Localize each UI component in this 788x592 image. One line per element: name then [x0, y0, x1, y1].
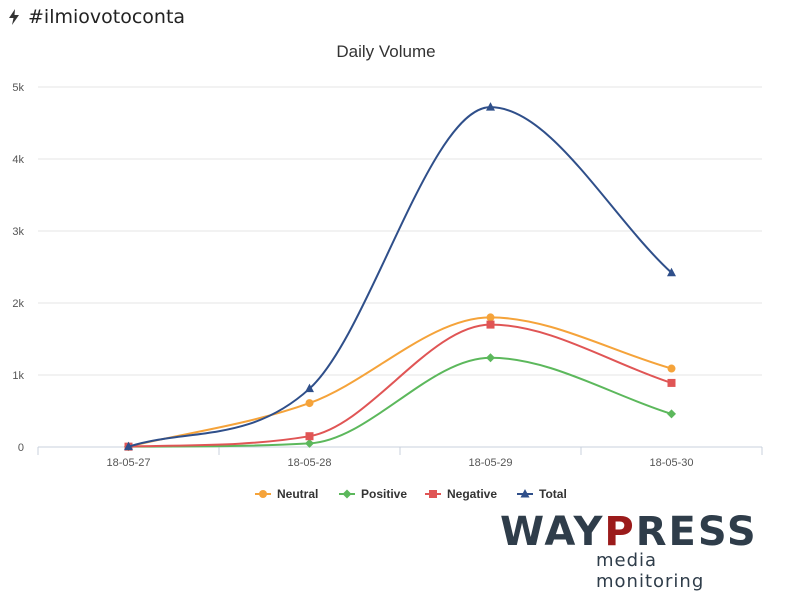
legend-item-neutral: Neutral	[255, 487, 318, 501]
y-tick-label: 1k	[12, 370, 24, 382]
data-point-positive	[667, 409, 676, 419]
legend-marker-neutral	[259, 490, 267, 498]
y-tick-label: 0	[18, 442, 24, 454]
data-point-negative	[305, 432, 314, 441]
data-point-total	[667, 267, 676, 277]
data-point-neutral	[667, 364, 676, 373]
logo-wordmark: WAYPRESS	[500, 509, 758, 555]
legend-label-negative: Negative	[447, 487, 497, 501]
data-point-total	[124, 441, 133, 451]
legend-label-positive: Positive	[361, 487, 407, 501]
data-point-negative	[486, 320, 495, 329]
series-positive	[124, 353, 676, 452]
series-total	[124, 102, 676, 451]
legend-item-total: Total	[517, 487, 567, 501]
y-tick-label: 4k	[12, 154, 24, 166]
waypress-logo: WAYPRESS media monitoring	[500, 509, 760, 592]
data-point-total	[305, 383, 314, 393]
x-tick-label: 18-05-30	[649, 457, 693, 469]
legend-marker-positive	[342, 489, 352, 499]
data-point-positive	[305, 438, 314, 448]
x-tick-label: 18-05-29	[468, 457, 512, 469]
x-tick-label: 18-05-28	[287, 457, 331, 469]
data-point-positive	[486, 353, 495, 363]
legend-marker-total	[520, 489, 530, 498]
y-tick-label: 3k	[12, 226, 24, 238]
chart-title: Daily Volume	[336, 42, 435, 61]
series-neutral	[124, 313, 676, 451]
logo-tagline: media monitoring	[596, 550, 705, 592]
data-point-negative	[667, 378, 676, 387]
legend-item-negative: Negative	[425, 487, 497, 501]
y-tick-label: 2k	[12, 298, 24, 310]
data-point-neutral	[486, 313, 495, 322]
page-header: #ilmiovotoconta	[8, 4, 185, 30]
legend-label-total: Total	[539, 487, 567, 501]
bolt-icon	[9, 9, 19, 25]
series-line-negative	[128, 323, 672, 448]
series-line-neutral	[128, 316, 672, 448]
x-tick-label: 18-05-27	[106, 457, 150, 469]
page-title: #ilmiovotoconta	[28, 6, 186, 28]
series-line-total	[128, 106, 673, 448]
legend-label-neutral: Neutral	[277, 487, 318, 501]
data-point-neutral	[305, 399, 314, 408]
data-point-total	[486, 102, 495, 111]
y-tick-label: 5k	[12, 82, 24, 94]
legend-marker-negative	[429, 490, 437, 498]
series-line-positive	[128, 356, 672, 448]
legend-item-positive: Positive	[339, 487, 407, 501]
